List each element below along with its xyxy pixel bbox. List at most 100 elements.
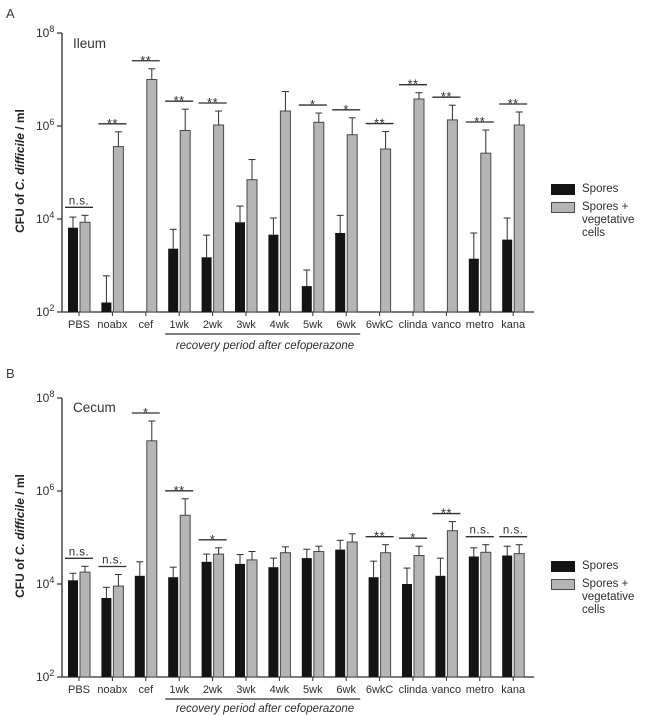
panel-b-recovery-label: recovery period after cefoperazone [175,703,355,715]
bar-spores-5wk [301,558,312,677]
legend-label-spores: Spores [582,183,619,195]
bar-spores-3wk [235,563,245,677]
bar-vegetative-vanco [446,119,458,313]
bar-spores-kana [502,239,513,312]
panel-b-letter: B [6,366,15,381]
bar-vegetative-cef [146,79,158,313]
bar-vegetative-PBS [79,571,91,678]
x-label-kana: kana [501,319,526,331]
legend-label-line1: Spores + [582,578,629,590]
bar-spores-2wk [201,561,212,677]
panel-a-legend: Spores Spores + vegetative cells [551,183,659,245]
sig-marker-2wk: ** [207,95,218,110]
sig-marker-PBS: n.s. [69,546,90,558]
sig-marker-PBS: n.s. [69,195,90,207]
ylabel-suffix: / ml [13,109,27,134]
bar-spores-2wk [201,257,212,312]
x-label-2wk: 2wk [203,684,223,696]
x-label-6wkC: 6wkC [366,684,394,696]
y-tick-label: 106 [36,117,54,133]
sig-marker-6wkC: ** [374,116,385,131]
bar-vegetative-1wk [179,130,191,313]
y-tick-label: 108 [36,389,54,405]
bar-spores-5wk [301,286,312,312]
x-label-noabx: noabx [97,319,127,331]
bar-vegetative-metro [480,551,492,678]
bar-vegetative-noabx [112,585,124,678]
bar-spores-noabx [101,302,112,312]
sig-marker-5wk: * [310,97,316,112]
sig-marker-noabx: ** [107,116,118,131]
bar-vegetative-PBS [79,221,91,313]
bar-spores-noabx [101,598,112,677]
bar-spores-4wk [268,567,279,677]
x-label-cef: cef [138,684,154,696]
panel-a-letter: A [6,6,15,21]
legend-label-line2: vegetative cells [582,591,635,616]
bar-spores-vanco [435,575,446,677]
legend-item-spores: Spores [551,183,659,196]
x-label-6wk: 6wk [336,319,356,331]
legend-label-line1: Spores + [582,201,629,213]
spores-swatch [551,561,575,572]
x-label-1wk: 1wk [169,319,189,331]
sig-marker-6wkC: ** [374,529,385,544]
legend-item-spores: Spores [551,560,659,573]
x-label-5wk: 5wk [303,319,323,331]
panel-b-legend: Spores Spores + vegetative cells [551,560,659,622]
bar-spores-PBS [68,580,78,677]
legend-item-vegetative: Spores + vegetative cells [551,578,659,617]
vegetative-swatch [551,579,575,590]
panel-b-y-axis-label: CFU of C. difficile / ml [13,426,27,646]
ylabel-italic: C. difficile [13,133,27,191]
y-tick-label: 104 [36,210,54,226]
bar-spores-1wk [168,248,179,312]
bar-vegetative-5wk [313,551,325,678]
bar-spores-4wk [268,234,279,312]
x-label-3wk: 3wk [236,319,256,331]
bar-vegetative-metro [480,152,492,313]
legend-label-spores: Spores [582,560,619,572]
bar-spores-PBS [68,227,78,312]
sig-marker-cef: ** [140,53,151,68]
legend-label-line2: vegetative cells [582,214,635,239]
x-label-6wk: 6wk [336,684,356,696]
sig-marker-kana: ** [508,96,519,111]
bar-spores-metro [468,258,479,312]
y-tick-label: 102 [36,303,54,319]
y-tick-label: 108 [36,24,54,40]
ylabel-prefix: CFU of [13,555,27,598]
bar-vegetative-5wk [313,121,325,313]
x-label-metro: metro [466,684,494,696]
x-label-PBS: PBS [68,319,90,331]
x-label-clinda: clinda [399,319,429,331]
sig-marker-clinda: ** [407,77,418,92]
bar-vegetative-4wk [279,110,291,313]
sig-marker-vanco: ** [441,506,452,521]
x-label-6wkC: 6wkC [366,319,394,331]
ylabel-italic: C. difficile [13,498,27,556]
x-label-4wk: 4wk [270,319,290,331]
bar-vegetative-kana [513,124,525,313]
x-label-cef: cef [138,319,154,331]
x-label-noabx: noabx [97,684,127,696]
bar-vegetative-clinda [413,555,425,678]
panel-a-y-axis-label: CFU of C. difficile / ml [13,61,27,281]
bar-spores-kana [502,555,513,677]
x-label-3wk: 3wk [236,684,256,696]
bar-spores-clinda [402,584,412,677]
bar-vegetative-4wk [279,552,291,678]
vegetative-swatch [551,202,575,213]
sig-marker-1wk: ** [174,483,185,498]
x-label-4wk: 4wk [270,684,290,696]
bar-vegetative-2wk [213,553,225,678]
sig-marker-6wk: * [343,102,349,117]
sig-marker-noabx: n.s. [102,555,123,567]
bar-vegetative-1wk [179,514,191,678]
spores-swatch [551,184,575,195]
y-tick-label: 104 [36,575,54,591]
bar-spores-1wk [168,577,179,677]
y-tick-label: 106 [36,482,54,498]
x-label-1wk: 1wk [169,684,189,696]
x-label-metro: metro [466,319,494,331]
